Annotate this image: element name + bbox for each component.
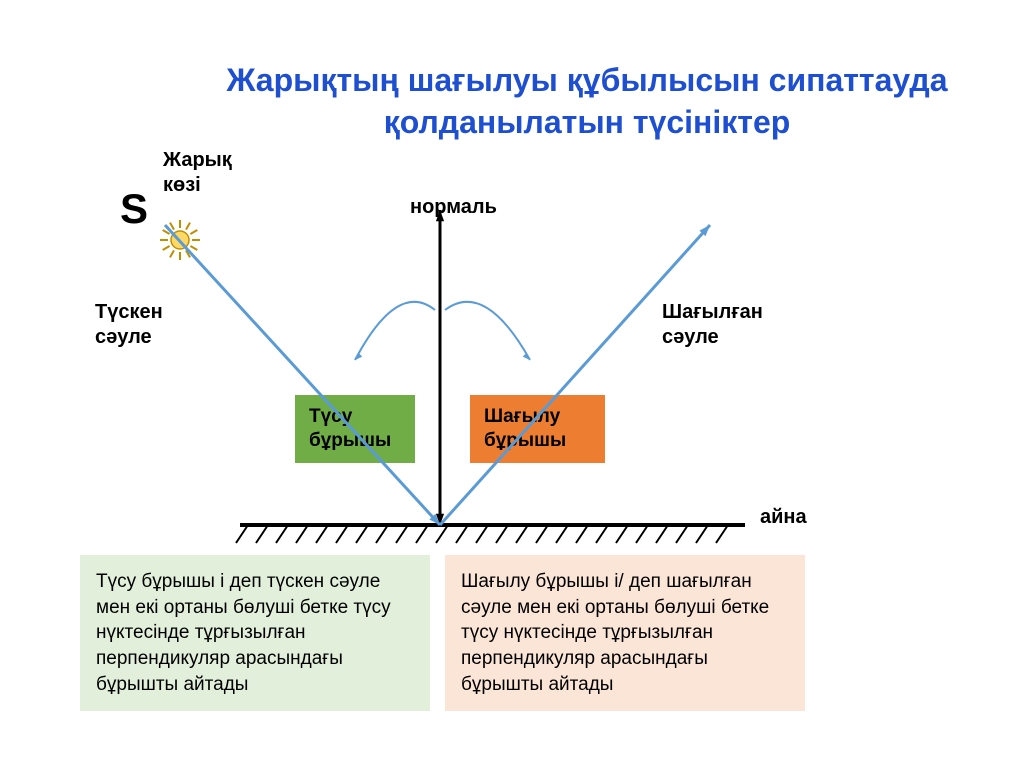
diagram-stage: Жарықтың шағылуы құбылысын сипаттауда қо… xyxy=(0,0,1024,767)
label-reflected-ray: Шағылған сәуле xyxy=(662,300,763,350)
source-letter-s: S xyxy=(120,185,148,233)
reflection-angle-box: Шағылу бұрышы xyxy=(470,395,605,463)
label-normal: нормаль xyxy=(410,195,497,220)
label-light-source: Жарық көзі xyxy=(163,148,232,198)
label-incident-ray: Түскен сәуле xyxy=(95,300,163,350)
label-mirror: айна xyxy=(760,505,807,530)
definition-incidence: Түсу бұрышы i деп түскен сәуле мен екі о… xyxy=(80,555,430,711)
incidence-angle-box: Түсу бұрышы xyxy=(295,395,415,463)
definition-reflection: Шағылу бұрышы i/ деп шағылған сәуле мен … xyxy=(445,555,805,711)
page-title: Жарықтың шағылуы құбылысын сипаттауда қо… xyxy=(220,60,954,143)
sun-icon xyxy=(158,218,202,262)
